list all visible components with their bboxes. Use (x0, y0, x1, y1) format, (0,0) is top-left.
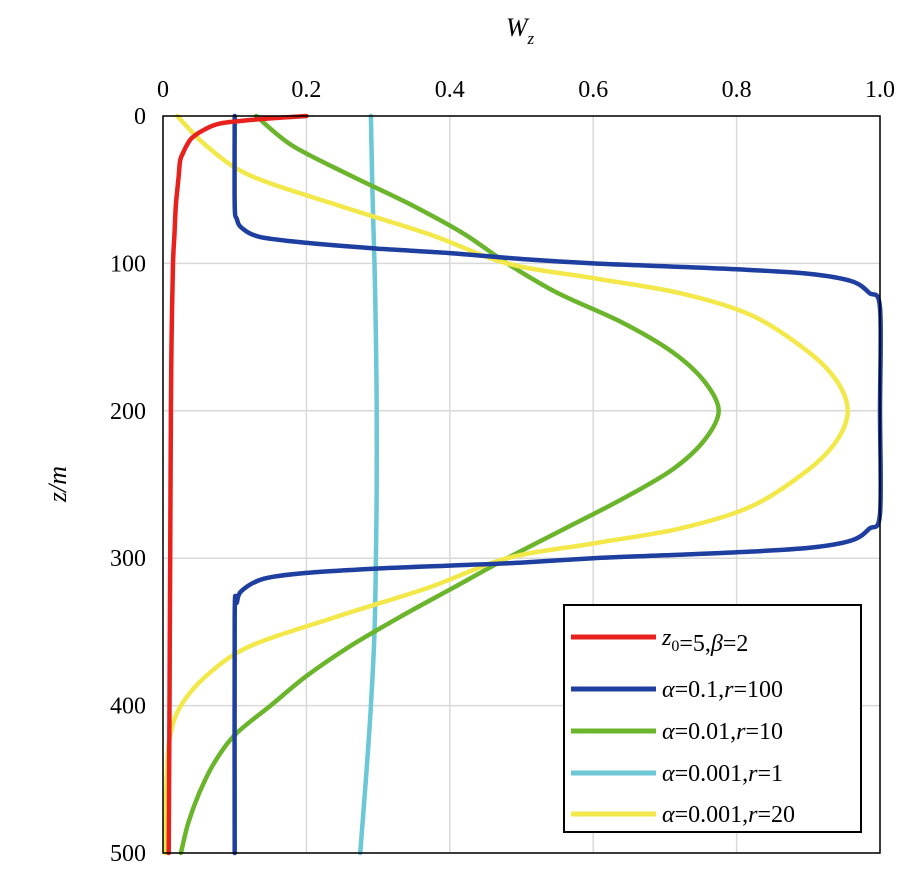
legend-item-3: α=0.01,r=10 (571, 719, 783, 745)
series-line-4 (357, 113, 380, 856)
legend-label: z0=5,β=2 (661, 625, 748, 657)
legend-label: α=0.001,r=20 (662, 802, 795, 828)
x-axis-title-main: W (506, 13, 530, 42)
x-tick-label: 0.6 (578, 77, 608, 103)
y-tick-label: 500 (110, 841, 146, 867)
legend-box (563, 604, 862, 833)
legend-item-4: α=0.001,r=1 (571, 761, 783, 787)
x-axis-ticks: 0 0.2 0.4 0.6 0.8 1.0 (157, 77, 895, 103)
series-line-1 (166, 113, 309, 856)
y-axis-title: z/m (43, 466, 72, 503)
legend-item-1: z0=5,β=2 (571, 625, 748, 657)
legend: z0=5,β=2 α=0.1,r=100 α=0.01,r=10 α=0.001,r=… (563, 604, 862, 833)
y-tick-label: 100 (110, 251, 146, 277)
legend-item-5: α=0.001,r=20 (571, 802, 795, 828)
legend-label: α=0.01,r=10 (662, 719, 783, 745)
x-axis-title-sub: z (527, 29, 535, 48)
x-tick-label: 0 (157, 77, 169, 103)
legend-label: α=0.001,r=1 (662, 761, 783, 787)
y-tick-label: 300 (110, 546, 146, 572)
x-tick-label: 0.2 (291, 77, 321, 103)
y-axis-ticks: 0 100 200 300 400 500 (110, 104, 146, 867)
plot-frame (162, 115, 881, 854)
x-tick-label: 0.4 (435, 77, 465, 103)
x-tick-label: 0.8 (722, 77, 752, 103)
y-tick-label: 0 (134, 104, 146, 130)
series-line-5 (162, 113, 850, 856)
y-tick-label: 400 (110, 694, 146, 720)
legend-label: α=0.1,r=100 (662, 677, 783, 703)
x-axis-title: Wz (506, 13, 535, 48)
x-tick-label: 1.0 (865, 77, 895, 103)
legend-item-2: α=0.1,r=100 (571, 677, 783, 703)
series-line-3 (178, 113, 721, 856)
y-tick-label: 200 (110, 399, 146, 425)
